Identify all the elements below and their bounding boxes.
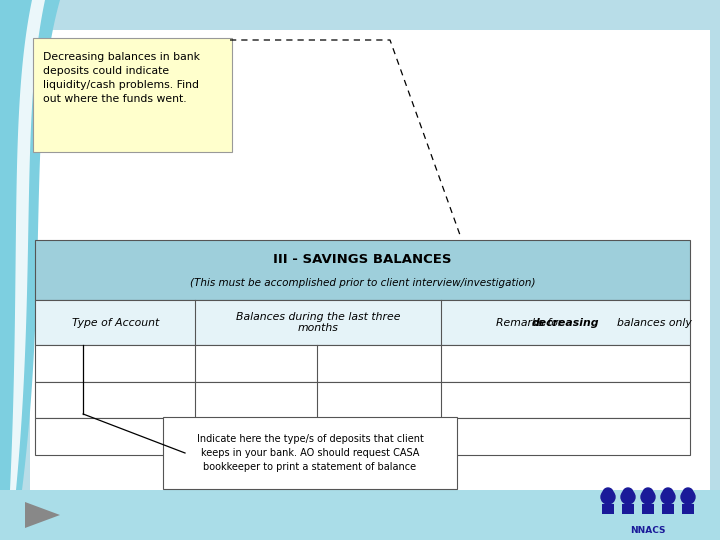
Polygon shape [662,504,674,514]
Circle shape [681,490,695,504]
FancyBboxPatch shape [33,38,232,152]
Polygon shape [602,504,614,514]
FancyBboxPatch shape [0,490,720,540]
Text: decreasing: decreasing [532,318,599,327]
Circle shape [603,488,613,498]
FancyBboxPatch shape [35,240,690,300]
Polygon shape [642,504,654,514]
FancyBboxPatch shape [35,345,690,382]
Text: III - SAVINGS BALANCES: III - SAVINGS BALANCES [274,253,451,266]
Circle shape [663,488,673,498]
Text: Decreasing balances in bank
deposits could indicate
liquidity/cash problems. Fin: Decreasing balances in bank deposits cou… [43,52,200,104]
FancyBboxPatch shape [30,30,710,490]
Circle shape [641,490,655,504]
Circle shape [621,490,635,504]
Polygon shape [25,502,60,528]
FancyBboxPatch shape [35,382,690,418]
Text: NNACS: NNACS [630,526,666,535]
Text: (This must be accomplished prior to client interview/investigation): (This must be accomplished prior to clie… [190,278,535,288]
Polygon shape [10,0,45,490]
FancyBboxPatch shape [35,418,690,455]
Circle shape [623,488,633,498]
Circle shape [661,490,675,504]
Circle shape [683,488,693,498]
Text: Remarks for: Remarks for [495,318,565,327]
Text: Indicate here the type/s of deposits that client
keeps in your bank. AO should r: Indicate here the type/s of deposits tha… [197,434,423,472]
Circle shape [643,488,653,498]
FancyBboxPatch shape [163,417,457,489]
Text: balances only: balances only [567,318,691,327]
Text: Type of Account: Type of Account [71,318,159,327]
Polygon shape [622,504,634,514]
FancyBboxPatch shape [35,300,690,345]
Polygon shape [682,504,694,514]
Circle shape [601,490,615,504]
Text: Balances during the last three
months: Balances during the last three months [236,312,400,333]
Polygon shape [0,0,60,490]
